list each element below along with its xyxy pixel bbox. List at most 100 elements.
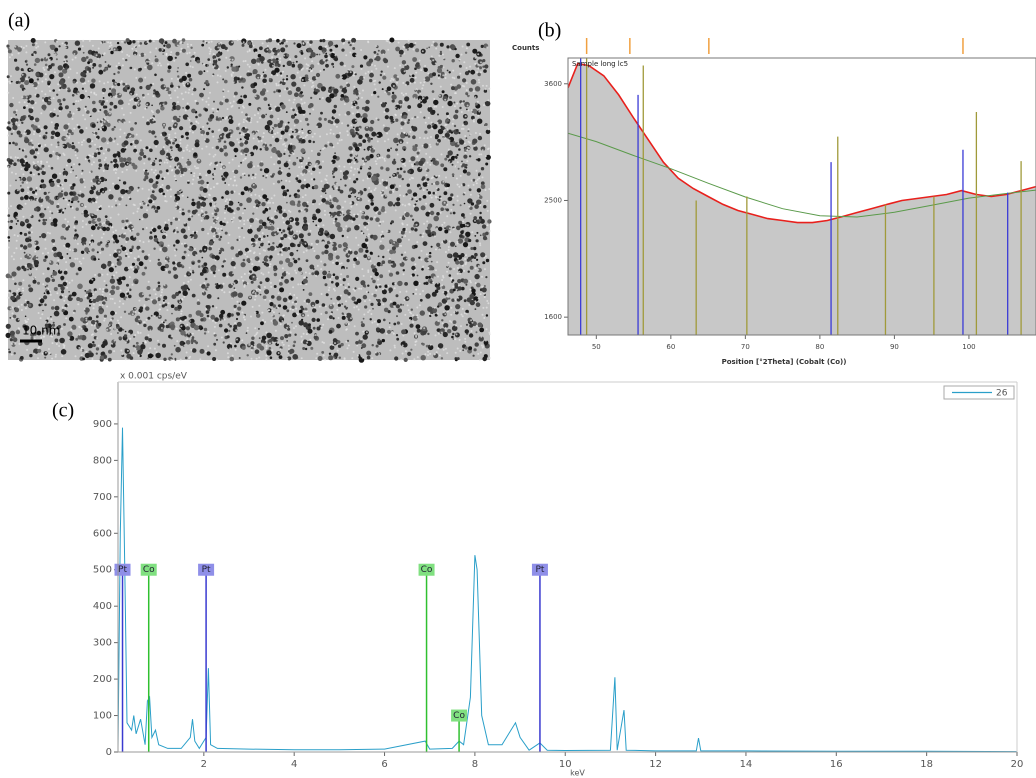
- speckle: [214, 153, 217, 156]
- particle: [259, 56, 265, 62]
- particle: [200, 201, 207, 208]
- speckle: [27, 253, 30, 256]
- particle: [402, 114, 408, 120]
- speckle: [240, 133, 243, 136]
- particle: [437, 113, 439, 116]
- speckle: [437, 347, 440, 350]
- speckle: [56, 263, 59, 266]
- particle: [333, 57, 339, 62]
- particle: [108, 267, 114, 273]
- speckle: [274, 248, 277, 251]
- speckle: [346, 236, 349, 239]
- speckle: [464, 337, 467, 340]
- speckle: [102, 92, 105, 95]
- particle: [201, 264, 205, 268]
- particle: [92, 107, 97, 113]
- speckle: [103, 280, 106, 283]
- particle: [132, 40, 136, 44]
- speckle: [173, 59, 176, 62]
- speckle: [21, 207, 24, 210]
- speckle: [436, 261, 439, 264]
- particle: [205, 131, 210, 136]
- particle: [103, 69, 106, 72]
- particle: [335, 134, 340, 139]
- particle: [446, 183, 451, 187]
- speckle: [399, 64, 402, 67]
- particle: [292, 312, 297, 318]
- particle: [196, 59, 201, 64]
- particle: [325, 63, 329, 68]
- particle: [189, 318, 195, 324]
- speckle: [151, 111, 154, 114]
- speckle: [446, 295, 449, 298]
- particle: [470, 202, 475, 206]
- speckle: [467, 128, 470, 131]
- speckle: [49, 210, 52, 213]
- particle: [18, 148, 21, 150]
- particle: [112, 153, 117, 158]
- speckle: [125, 341, 128, 344]
- particle: [24, 315, 27, 318]
- particle: [377, 302, 382, 307]
- speckle: [441, 284, 444, 287]
- particle: [71, 324, 77, 330]
- particle: [255, 291, 259, 295]
- particle: [370, 302, 374, 306]
- particle: [278, 209, 283, 214]
- speckle: [44, 320, 47, 323]
- speckle: [422, 189, 425, 191]
- particle: [58, 45, 61, 48]
- speckle: [405, 132, 408, 135]
- speckle: [270, 197, 273, 200]
- speckle: [85, 319, 88, 322]
- speckle: [416, 356, 419, 359]
- particle: [432, 160, 437, 165]
- speckle: [432, 281, 434, 284]
- particle: [467, 198, 473, 204]
- particle: [63, 191, 69, 197]
- particle: [380, 102, 387, 108]
- speckle: [316, 125, 319, 128]
- speckle: [167, 302, 170, 305]
- particle: [359, 64, 364, 68]
- particle: [123, 334, 128, 338]
- speckle: [367, 269, 370, 272]
- speckle: [99, 228, 102, 231]
- particle: [325, 200, 330, 205]
- particle: [465, 163, 468, 167]
- speckle: [257, 165, 260, 167]
- particle: [302, 347, 306, 350]
- speckle: [249, 153, 252, 156]
- speckle: [242, 316, 245, 319]
- speckle: [486, 46, 489, 49]
- speckle: [68, 136, 71, 139]
- speckle: [478, 153, 481, 156]
- particle: [482, 236, 488, 241]
- speckle: [321, 341, 324, 344]
- speckle: [109, 297, 112, 300]
- particle: [397, 174, 402, 179]
- particle: [335, 199, 339, 203]
- particle: [235, 317, 239, 321]
- particle: [299, 50, 302, 53]
- particle: [237, 201, 240, 204]
- particle: [15, 81, 19, 84]
- particle: [376, 262, 382, 267]
- speckle: [238, 238, 241, 241]
- speckle: [367, 271, 370, 273]
- particle: [9, 102, 14, 108]
- speckle: [371, 321, 374, 324]
- particle: [278, 355, 283, 359]
- particle: [96, 251, 99, 254]
- speckle: [273, 194, 276, 197]
- speckle: [23, 333, 26, 336]
- particle: [394, 242, 400, 248]
- speckle: [375, 67, 378, 70]
- particle: [109, 136, 112, 139]
- speckle: [271, 341, 274, 344]
- particle: [370, 119, 375, 125]
- speckle: [114, 82, 117, 85]
- particle: [77, 125, 81, 129]
- particle: [138, 261, 144, 267]
- particle: [426, 47, 428, 50]
